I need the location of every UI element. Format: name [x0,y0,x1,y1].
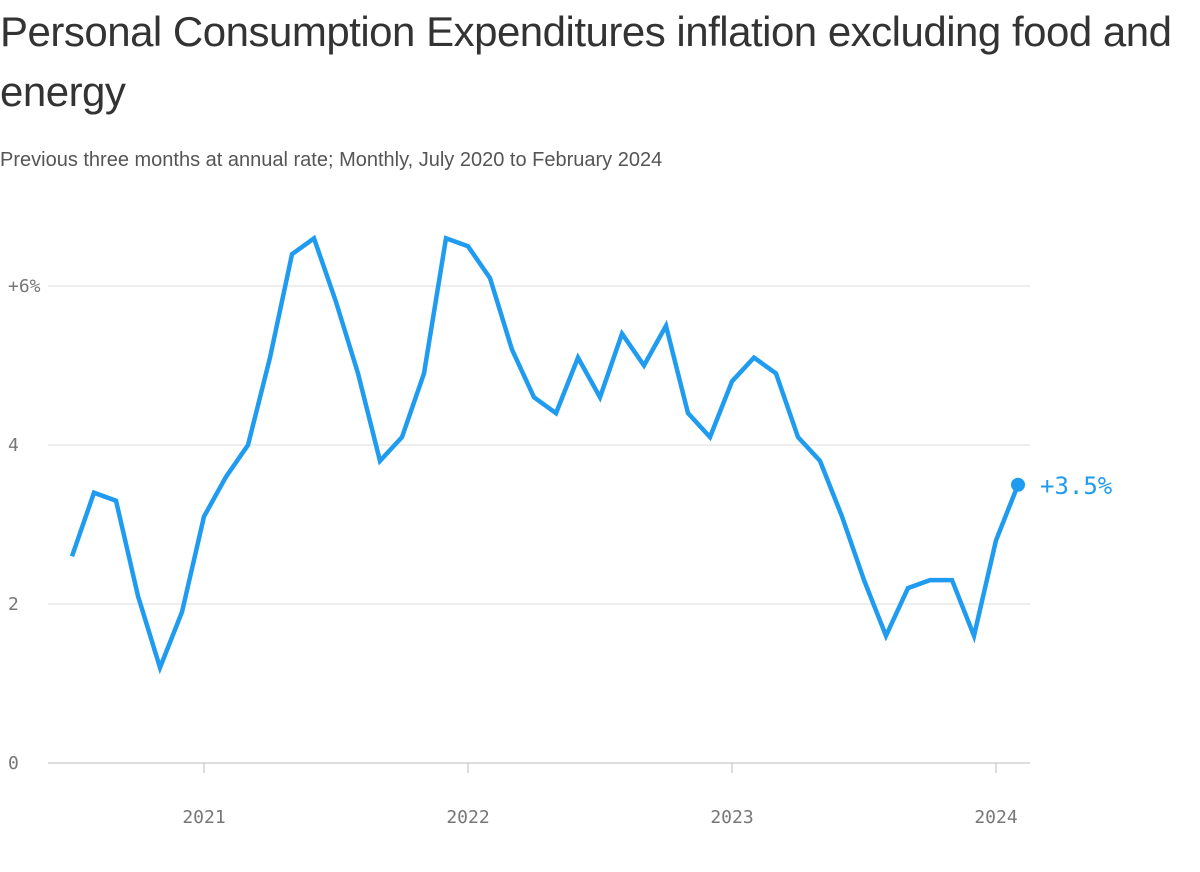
end-value-label: +3.5% [1040,472,1113,500]
x-tick-label: 2023 [710,807,753,828]
x-tick-label: 2021 [182,807,225,828]
end-point-marker [1011,477,1025,492]
y-tick-label: 4 [8,435,19,456]
x-tick-label: 2024 [974,807,1017,828]
y-axis-labels: 0 2 4 +6% [8,276,41,774]
x-tick-label: 2022 [446,807,489,828]
chart-title: Personal Consumption Expenditures inflat… [0,8,1172,115]
y-tick-label: 0 [8,753,19,774]
series-line [69,234,1021,675]
series: +3.5% [69,234,1113,675]
gridlines [48,285,1030,764]
y-tick-label: +6% [8,276,41,297]
chart-subtitle: Previous three months at annual rate; Mo… [0,149,663,171]
x-axis: 2021 2022 2023 2024 [182,763,1018,828]
y-tick-label: 2 [8,594,19,615]
